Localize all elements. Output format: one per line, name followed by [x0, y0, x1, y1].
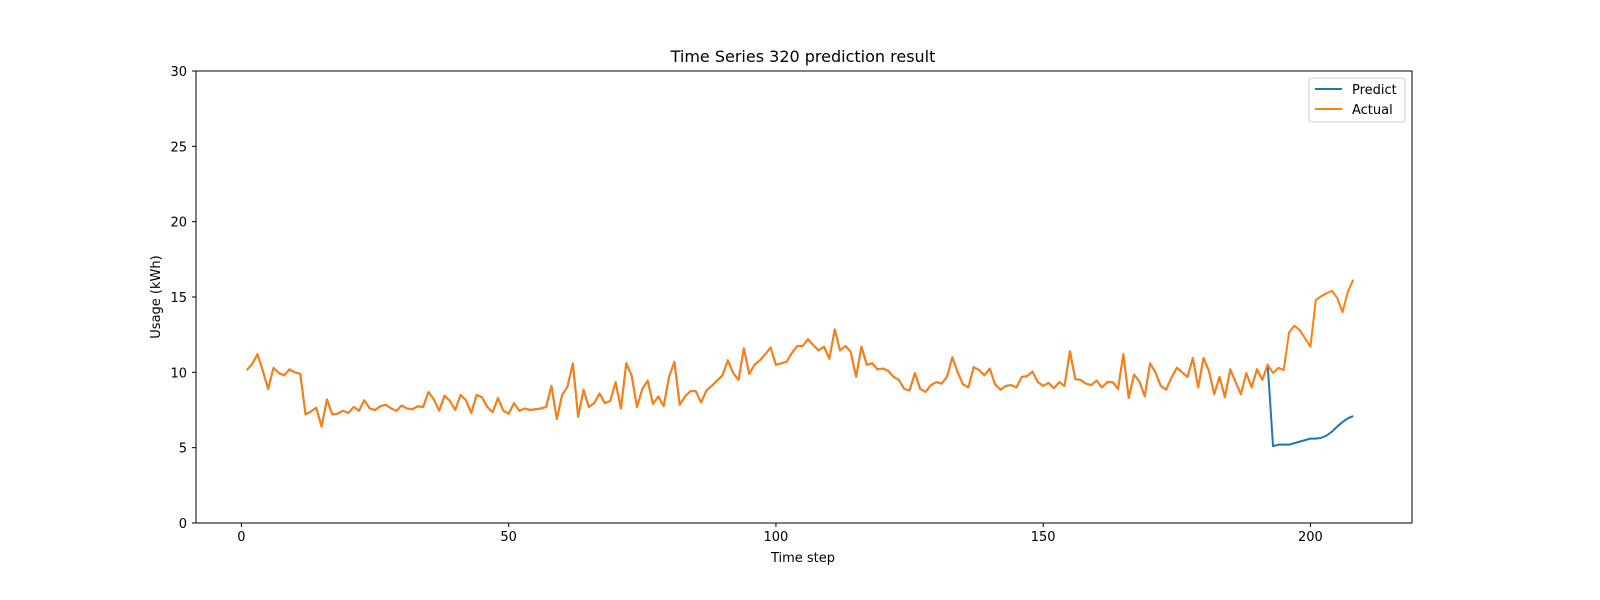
- chart-title: Time Series 320 prediction result: [670, 47, 936, 66]
- x-axis: 0 50 100 150 200: [237, 523, 1323, 545]
- x-tick-label: 50: [500, 530, 517, 545]
- series-line-actual: [246, 279, 1355, 428]
- y-tick-label: 15: [170, 291, 187, 306]
- series-layer: [246, 279, 1355, 448]
- y-tick-label: 0: [179, 517, 187, 532]
- y-tick-label: 5: [179, 442, 187, 457]
- x-tick-label: 200: [1298, 530, 1323, 545]
- y-tick-label: 10: [170, 366, 187, 381]
- x-tick-label: 100: [764, 530, 789, 545]
- y-axis: 0 5 10 15 20 25 30: [170, 65, 196, 532]
- y-tick-label: 30: [170, 65, 187, 80]
- y-tick-label: 25: [170, 140, 187, 155]
- x-axis-label: Time step: [770, 551, 835, 566]
- legend-label-predict: Predict: [1352, 83, 1397, 98]
- x-tick-label: 150: [1031, 530, 1056, 545]
- y-tick-label: 20: [170, 216, 187, 231]
- y-axis-label: Usage (kWh): [149, 255, 164, 338]
- x-tick-label: 0: [237, 530, 245, 545]
- legend-label-actual: Actual: [1352, 103, 1393, 118]
- legend: Predict Actual: [1308, 77, 1406, 123]
